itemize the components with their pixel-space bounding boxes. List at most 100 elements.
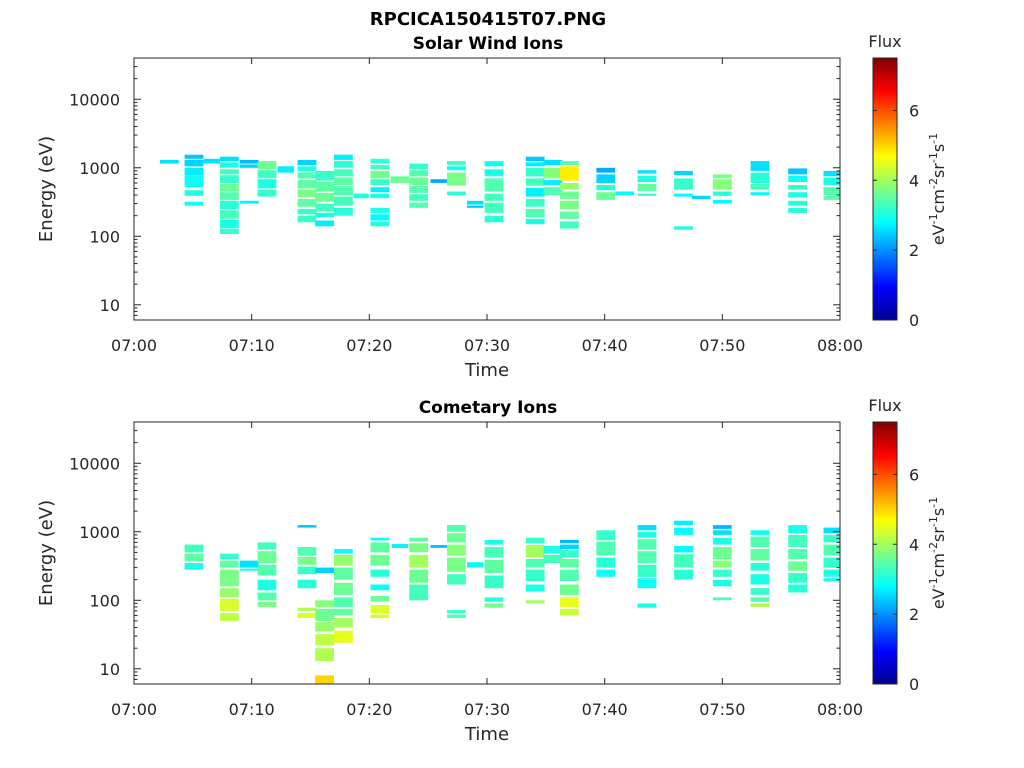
spectrogram-cell — [525, 187, 545, 197]
spectrogram-cell — [297, 166, 317, 171]
spectrogram-cell — [370, 537, 390, 541]
colorbar-ticks: 0 2 4 6 — [873, 101, 919, 330]
spectrogram-cell — [560, 200, 579, 210]
spectrogram-cell — [184, 175, 204, 188]
spectrogram-cell — [447, 525, 466, 532]
y-axis-label: Energy (eV) — [36, 500, 57, 606]
spectrogram-cell — [370, 584, 390, 591]
spectrogram-cell — [315, 203, 334, 212]
spectrogram-cell — [484, 202, 504, 213]
spectrogram-cell — [750, 563, 770, 571]
spectrogram-cell — [750, 530, 770, 535]
spectrogram-cell — [297, 607, 317, 611]
spectrogram-cell — [543, 187, 563, 195]
spectrogram-cell — [750, 597, 770, 602]
colorbar-tick-label: 4 — [909, 535, 919, 554]
spectrogram-cell — [712, 199, 732, 204]
spectrogram-cell — [788, 549, 807, 559]
spectrogram-cell — [409, 177, 429, 185]
spectrogram-cell — [219, 219, 239, 229]
spectrogram-cell — [788, 175, 807, 182]
spectrogram-cell — [560, 191, 579, 199]
spectrogram-cell — [543, 160, 563, 165]
spectrogram-cell — [334, 169, 353, 177]
spectrogram-cell — [560, 221, 579, 229]
spectrogram-cell — [370, 193, 390, 199]
spectrogram-cell — [484, 169, 504, 177]
spectrogram-cell — [712, 174, 732, 179]
spectrogram-cell — [219, 560, 239, 568]
spectrogram-cell — [484, 161, 504, 167]
x-tick-label: 07:40 — [582, 336, 628, 355]
y-tick-label: 100 — [89, 591, 120, 610]
spectrogram-cell — [823, 187, 840, 195]
spectrogram-cell — [560, 544, 579, 549]
spectrogram-cell — [788, 168, 807, 175]
spectrogram-cell — [484, 539, 504, 545]
spectrogram-cell — [219, 169, 239, 175]
spectrogram-cell — [750, 603, 770, 607]
spectrogram-cell — [543, 554, 563, 563]
x-tick-label: 07:20 — [346, 336, 392, 355]
spectrogram-cell — [484, 547, 504, 558]
spectrogram-cell — [788, 192, 807, 198]
spectrogram-cell — [370, 221, 390, 227]
spectrogram-cell — [409, 202, 429, 208]
spectrogram-cell — [409, 569, 429, 583]
spectrogram-cell — [334, 196, 353, 206]
spectrogram-cell — [219, 598, 239, 611]
spectrogram-cell — [750, 549, 770, 561]
spectrogram-cell — [560, 584, 579, 595]
spectrogram-cell — [184, 563, 204, 570]
spectrogram-cell — [334, 582, 353, 595]
spectrogram-cell — [447, 533, 466, 543]
spectrogram-cell — [674, 520, 693, 526]
panel-cometary-ions: Cometary Ions 07:00 07:10 07:20 07:30 07:40 0… — [36, 396, 948, 745]
spectrogram-cell — [315, 192, 334, 202]
colorbar — [872, 421, 898, 685]
spectrogram-cell — [484, 603, 504, 608]
spectrogram-cell — [297, 209, 317, 215]
spectrogram-cell — [484, 575, 504, 589]
spectrogram-cell — [674, 178, 693, 190]
spectrogram-cell — [823, 569, 840, 577]
spectrogram-cell — [674, 170, 693, 176]
axes: 07:00 07:10 07:20 07:30 07:40 07:50 08:00 10 100… — [69, 58, 863, 355]
spectrogram-cell — [409, 537, 429, 542]
y-axis-label: Energy (eV) — [36, 136, 57, 242]
spectrogram-cell — [334, 608, 353, 616]
colorbar-tick-label: 0 — [909, 311, 919, 330]
spectrogram-cell — [219, 613, 239, 621]
spectrogram-cell — [257, 551, 277, 563]
spectrogram-cell — [184, 544, 204, 553]
spectrogram-cell — [596, 530, 616, 541]
spectrogram-cell — [637, 170, 657, 174]
spectrogram-cell — [788, 525, 807, 534]
spectrogram-cell — [596, 192, 616, 200]
spectrogram-cell — [788, 534, 807, 547]
spectrogram-cell — [315, 634, 334, 646]
spectrogram-cell — [750, 588, 770, 595]
spectrogram-cell — [525, 569, 545, 582]
plot-frame — [133, 57, 841, 321]
spectrogram-cell — [315, 212, 334, 218]
spectrogram-cell — [750, 536, 770, 547]
spectrogram-cell — [430, 179, 447, 183]
spectrogram-cell — [257, 592, 277, 601]
panel-title: Cometary Ions — [419, 398, 558, 418]
spectrogram-cell — [525, 545, 545, 558]
spectrogram-cell — [788, 573, 807, 583]
spectrogram-cell — [297, 160, 317, 165]
colorbar-tick-label: 6 — [909, 101, 919, 120]
spectrogram-cell — [637, 525, 657, 531]
spectrogram-cell — [370, 569, 390, 577]
spectrogram-cell — [823, 195, 840, 200]
spectrogram-cell — [788, 561, 807, 571]
spectrogram-cell — [525, 156, 545, 162]
spectrogram-cell — [637, 175, 657, 182]
colorbar-tick-label: 2 — [909, 605, 919, 624]
spectrogram-cell — [409, 186, 429, 193]
spectrogram-cell — [674, 226, 693, 230]
spectrogram-cell — [370, 158, 390, 164]
spectrogram-cell — [219, 156, 239, 162]
